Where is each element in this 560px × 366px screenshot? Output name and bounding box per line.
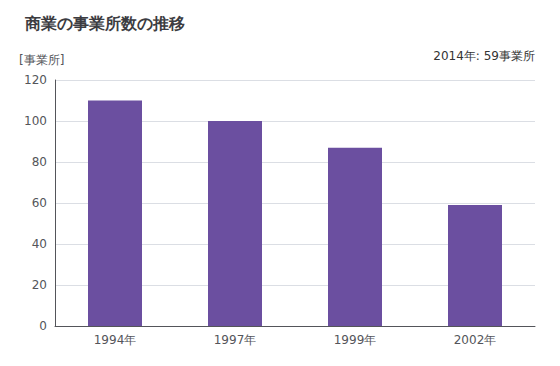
svg-text:80: 80 [32, 155, 47, 169]
svg-text:2002年: 2002年 [454, 333, 497, 347]
svg-text:20: 20 [32, 278, 47, 292]
svg-text:100: 100 [24, 114, 47, 128]
svg-text:60: 60 [32, 196, 47, 210]
svg-text:商業の事業所数の推移: 商業の事業所数の推移 [24, 14, 185, 33]
svg-text:120: 120 [24, 73, 47, 87]
svg-text:0: 0 [39, 319, 47, 333]
svg-text:1997年: 1997年 [214, 333, 257, 347]
svg-text:40: 40 [32, 237, 47, 251]
svg-text:2014年: 59事業所: 2014年: 59事業所 [433, 49, 535, 63]
svg-text:1994年: 1994年 [94, 333, 137, 347]
svg-text:[事業所]: [事業所] [19, 53, 64, 67]
svg-text:1999年: 1999年 [334, 333, 377, 347]
